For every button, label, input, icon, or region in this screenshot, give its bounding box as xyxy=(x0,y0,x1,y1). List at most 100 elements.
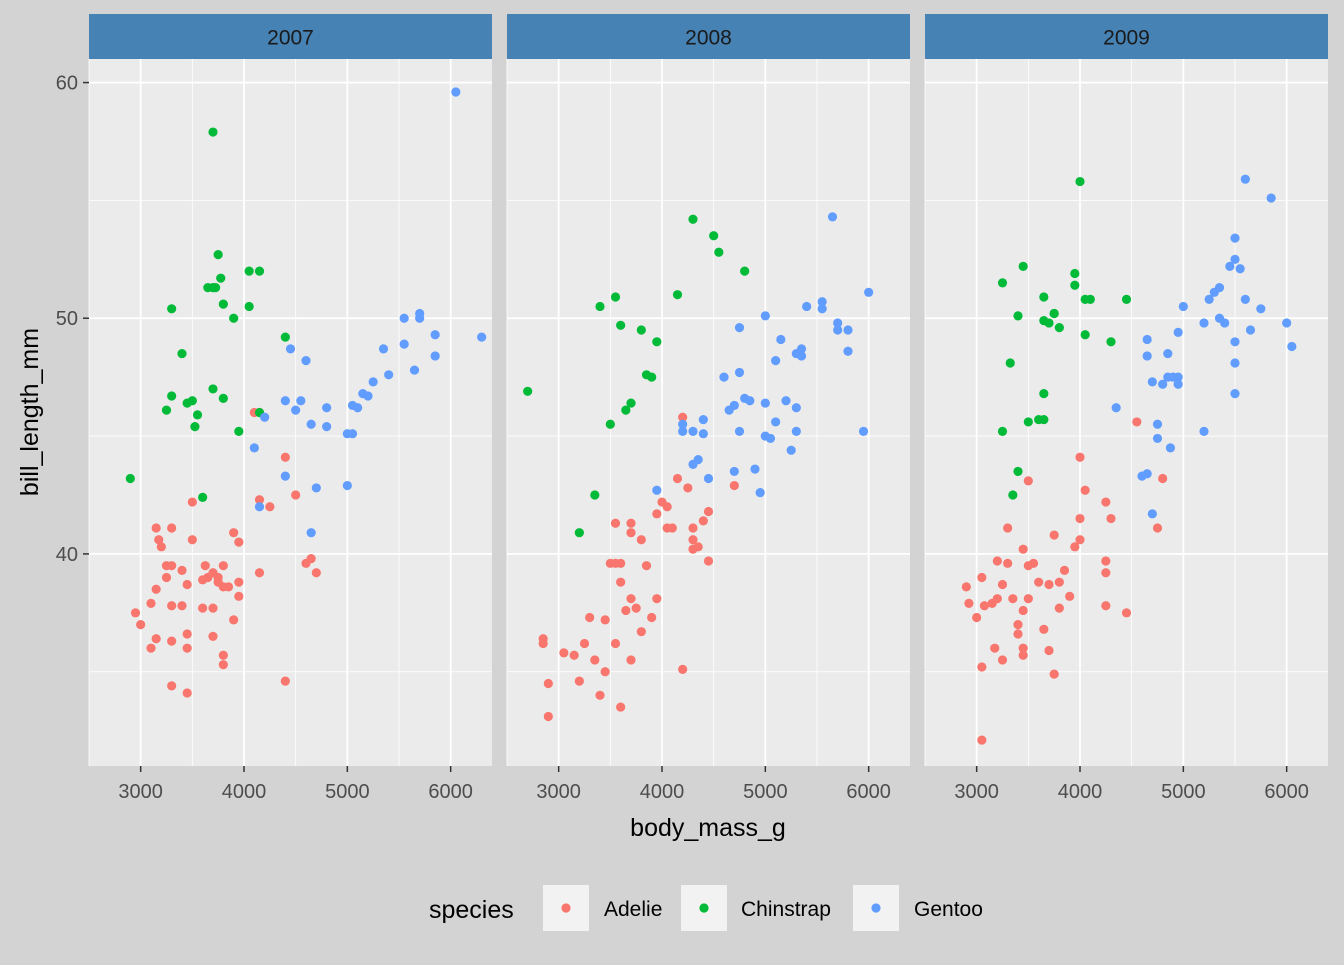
point-gentoo xyxy=(843,346,853,356)
point-adelie xyxy=(703,556,714,566)
point-adelie xyxy=(182,629,192,639)
point-gentoo xyxy=(729,466,739,477)
point-adelie xyxy=(146,598,156,608)
point-adelie xyxy=(1003,558,1013,568)
point-adelie xyxy=(698,516,708,526)
point-chinstrap xyxy=(161,405,172,415)
point-gentoo xyxy=(734,367,745,378)
point-gentoo xyxy=(296,396,306,406)
point-chinstrap xyxy=(1054,323,1064,333)
point-adelie xyxy=(678,412,688,422)
point-chinstrap xyxy=(1080,330,1090,340)
point-adelie xyxy=(990,643,1000,653)
point-chinstrap xyxy=(192,410,203,420)
point-adelie xyxy=(1018,544,1028,554)
y-tick-label: 60 xyxy=(56,73,78,95)
point-gentoo xyxy=(678,426,688,436)
point-gentoo xyxy=(451,87,461,97)
point-gentoo xyxy=(306,528,316,538)
point-adelie xyxy=(678,664,688,674)
point-gentoo xyxy=(477,332,487,342)
point-adelie xyxy=(961,582,971,592)
point-chinstrap xyxy=(213,250,223,260)
point-gentoo xyxy=(698,414,708,425)
point-gentoo xyxy=(409,365,420,375)
point-chinstrap xyxy=(167,304,177,314)
point-chinstrap xyxy=(1075,176,1085,187)
point-chinstrap xyxy=(244,301,254,312)
point-gentoo xyxy=(1266,193,1276,203)
point-chinstrap xyxy=(590,490,600,500)
point-adelie xyxy=(636,535,646,545)
x-tick-label: 6000 xyxy=(428,781,473,803)
point-adelie xyxy=(1054,603,1064,613)
point-chinstrap xyxy=(1049,308,1059,319)
point-chinstrap xyxy=(244,266,254,276)
point-chinstrap xyxy=(647,372,657,382)
point-gentoo xyxy=(786,445,796,455)
point-adelie xyxy=(167,681,177,691)
point-adelie xyxy=(151,523,161,533)
point-adelie xyxy=(579,638,590,649)
point-chinstrap xyxy=(652,337,662,347)
point-adelie xyxy=(1075,452,1085,462)
point-adelie xyxy=(254,495,265,505)
point-chinstrap xyxy=(254,266,265,276)
point-adelie xyxy=(1013,629,1023,639)
point-chinstrap xyxy=(1039,389,1049,399)
point-gentoo xyxy=(301,356,311,366)
point-gentoo xyxy=(399,339,409,349)
point-chinstrap xyxy=(1039,315,1049,326)
point-adelie xyxy=(1152,523,1163,533)
point-adelie xyxy=(1080,485,1090,495)
point-adelie xyxy=(977,572,987,583)
legend-title: species xyxy=(429,896,514,924)
point-adelie xyxy=(198,603,208,613)
point-adelie xyxy=(616,702,626,712)
x-tick-label: 4000 xyxy=(222,781,267,803)
y-axis-title: bill_length_mm xyxy=(16,328,44,496)
point-gentoo xyxy=(781,396,791,406)
point-adelie xyxy=(543,711,553,722)
point-gentoo xyxy=(1165,443,1176,453)
point-adelie xyxy=(590,655,600,665)
point-adelie xyxy=(610,518,621,528)
point-adelie xyxy=(1003,523,1013,533)
point-gentoo xyxy=(1173,379,1183,389)
point-gentoo xyxy=(827,212,838,222)
legend-point-chinstrap xyxy=(699,903,709,913)
point-chinstrap xyxy=(177,348,187,359)
point-gentoo xyxy=(858,426,869,436)
point-adelie xyxy=(997,579,1008,590)
point-adelie xyxy=(997,655,1008,665)
facet-strip-2007 xyxy=(89,14,492,59)
point-adelie xyxy=(729,480,739,491)
point-adelie xyxy=(154,535,164,545)
point-adelie xyxy=(616,577,626,587)
point-adelie xyxy=(156,542,166,552)
point-chinstrap xyxy=(229,313,239,323)
point-adelie xyxy=(182,688,192,698)
point-chinstrap xyxy=(997,278,1008,288)
facet-strip-label: 2009 xyxy=(1103,27,1150,50)
point-gentoo xyxy=(652,485,662,495)
point-gentoo xyxy=(678,419,688,429)
point-gentoo xyxy=(1204,294,1214,304)
point-gentoo xyxy=(430,330,440,340)
point-chinstrap xyxy=(210,282,221,293)
point-chinstrap xyxy=(218,393,228,403)
point-gentoo xyxy=(703,473,714,484)
point-chinstrap xyxy=(626,398,636,408)
point-chinstrap xyxy=(688,214,698,224)
point-gentoo xyxy=(384,370,394,380)
point-adelie xyxy=(559,648,569,658)
point-adelie xyxy=(146,643,156,653)
x-tick-label: 5000 xyxy=(743,781,788,803)
facet-strip-label: 2007 xyxy=(267,27,314,50)
legend-label-gentoo: Gentoo xyxy=(914,898,983,921)
point-adelie xyxy=(1013,620,1023,630)
point-gentoo xyxy=(249,443,259,453)
point-gentoo xyxy=(693,455,703,465)
point-gentoo xyxy=(1178,301,1188,312)
